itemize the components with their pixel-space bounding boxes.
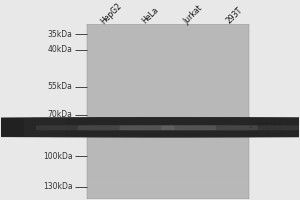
FancyBboxPatch shape [78, 125, 216, 130]
Text: HeLa: HeLa [141, 5, 161, 26]
Text: RIOK2: RIOK2 [256, 123, 284, 132]
Text: 35kDa: 35kDa [47, 30, 72, 39]
FancyBboxPatch shape [161, 125, 300, 130]
Text: 100kDa: 100kDa [43, 152, 72, 161]
Text: 70kDa: 70kDa [47, 110, 72, 119]
FancyBboxPatch shape [36, 125, 174, 130]
Text: 40kDa: 40kDa [47, 45, 72, 54]
FancyBboxPatch shape [120, 125, 258, 130]
FancyBboxPatch shape [0, 117, 270, 137]
Text: 55kDa: 55kDa [47, 82, 72, 91]
FancyBboxPatch shape [87, 24, 248, 199]
Text: Jurkat: Jurkat [182, 3, 205, 26]
FancyBboxPatch shape [0, 117, 300, 137]
FancyBboxPatch shape [66, 117, 300, 137]
Text: HepG2: HepG2 [99, 1, 124, 26]
FancyBboxPatch shape [24, 117, 300, 137]
Text: 130kDa: 130kDa [43, 182, 72, 191]
Text: 293T: 293T [224, 6, 244, 26]
